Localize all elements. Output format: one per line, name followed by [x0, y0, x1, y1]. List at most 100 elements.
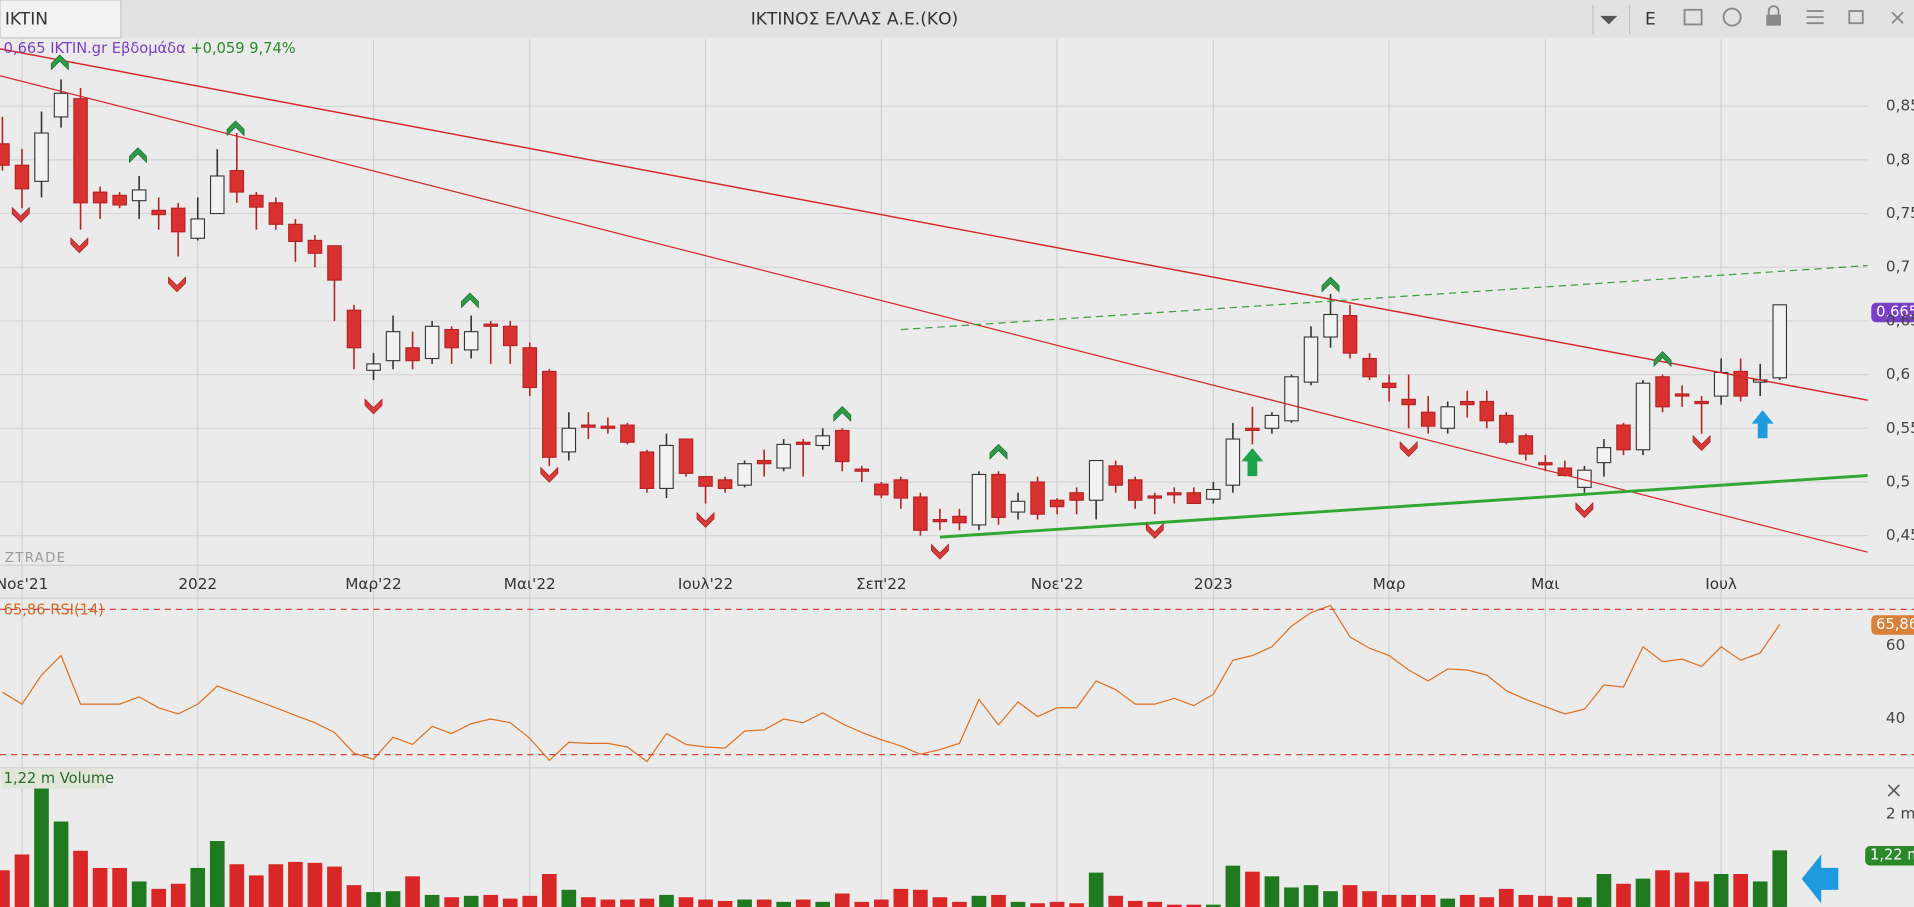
candle-body [346, 309, 362, 349]
close-button[interactable] [1891, 11, 1904, 24]
rsi-tag [1871, 615, 1914, 635]
dropdown-button[interactable] [1600, 15, 1618, 25]
volume-bar [1264, 876, 1280, 907]
symbol: IKTIN.gr [50, 40, 108, 57]
volume-bar [444, 897, 459, 907]
volume-bar [1518, 894, 1534, 907]
candle-body [1772, 304, 1787, 379]
volume-bar [1049, 901, 1065, 907]
volume-bar [1459, 894, 1475, 907]
volume-bar [639, 898, 655, 907]
volume-bar [1752, 881, 1768, 907]
volume-bar [73, 850, 88, 907]
tab[interactable] [0, 0, 122, 39]
volume-bar [815, 901, 831, 907]
candle-body [268, 202, 284, 225]
volume-bar [1440, 898, 1456, 907]
volume-bar [1147, 901, 1163, 907]
x-tick-label: Μαρ'22 [345, 575, 402, 593]
y-tick-label: 0,55 [1886, 419, 1914, 437]
candle-body [561, 427, 577, 453]
time-axis [0, 565, 1914, 599]
candle-body [1674, 393, 1690, 397]
candle-body [639, 451, 655, 489]
candle-body [0, 143, 10, 166]
y-tick-label: 2 m [1886, 805, 1914, 823]
candle-body [581, 424, 596, 428]
volume-series [0, 776, 1788, 907]
x-tick-label: Ιουλ'22 [678, 575, 733, 593]
candle-body [952, 515, 967, 524]
candle-body [1030, 481, 1045, 515]
volume-bar [541, 874, 557, 907]
candle-body [288, 223, 303, 243]
trendline [0, 48, 1868, 401]
volume-legend-bg [1, 769, 107, 789]
y-tick-label: 40 [1886, 709, 1905, 727]
volume-bar [795, 899, 811, 907]
volume-bar [112, 867, 127, 907]
volume-bar [952, 901, 967, 907]
candle-body [815, 435, 830, 447]
price-panel [0, 39, 1914, 566]
candle-body [1499, 414, 1514, 443]
volume-bar [1420, 894, 1436, 907]
quote-button[interactable] [1722, 7, 1742, 27]
change-pct: 9,74% [249, 40, 296, 57]
candle-body [14, 164, 30, 190]
volume-bar [932, 897, 948, 907]
lock-button[interactable] [1766, 14, 1781, 26]
volume-bar [1206, 904, 1221, 907]
candle-body [834, 429, 850, 463]
volume-bar [131, 881, 147, 907]
candle-body [913, 496, 928, 531]
y-tick-label: 0,75 [1886, 204, 1914, 222]
y-tick-label: 0,85 [1886, 97, 1914, 115]
candle-body [170, 207, 186, 233]
candle-body [1127, 479, 1143, 501]
volume-bar [34, 776, 49, 907]
candle-body [366, 363, 381, 371]
volume-bar [522, 895, 538, 907]
menu-button[interactable] [1806, 10, 1824, 25]
candle-body [1206, 488, 1221, 500]
volume-bar [1362, 891, 1377, 907]
x-tick-label: 2022 [178, 575, 217, 593]
candle-body [73, 98, 88, 204]
volume-tag [1865, 845, 1914, 866]
volume-bar [151, 888, 167, 907]
e-button[interactable]: E [1645, 10, 1656, 30]
close-panel-button[interactable] [1887, 784, 1900, 797]
candle-body [991, 473, 1006, 518]
candle-body [1655, 376, 1670, 408]
volume-bar [581, 897, 596, 907]
restore-button[interactable] [1848, 10, 1864, 25]
candle-body [1362, 357, 1377, 378]
volume-bar [288, 861, 303, 907]
volume-bar [1733, 874, 1748, 907]
volume-bar [1635, 878, 1651, 907]
candle-body [249, 194, 264, 208]
candle-body [210, 175, 225, 215]
volume-bar [1166, 904, 1182, 907]
x-tick-label: Μαι [1531, 575, 1559, 593]
volume-tag-label: 1,22 m [1870, 847, 1914, 864]
y-tick-label: 0,8 [1886, 150, 1910, 168]
volume-bar [776, 901, 791, 907]
volume-arrow [1801, 854, 1839, 904]
volume-bar [1655, 870, 1670, 907]
volume-bar [913, 889, 928, 907]
candle-body [405, 347, 420, 362]
candle-body [1049, 499, 1065, 508]
candle-body [737, 463, 752, 486]
volume-bar [1401, 894, 1416, 907]
candle-body [229, 170, 245, 193]
candle-body [1225, 438, 1241, 486]
candle-body [522, 347, 538, 389]
volume-bar [1596, 874, 1612, 907]
volume-name: Volume [60, 770, 114, 787]
x-tick-label: Μαι'22 [504, 575, 556, 593]
candle-body [1713, 371, 1729, 397]
candle-body [1538, 462, 1553, 466]
panel-button[interactable] [1683, 8, 1703, 26]
